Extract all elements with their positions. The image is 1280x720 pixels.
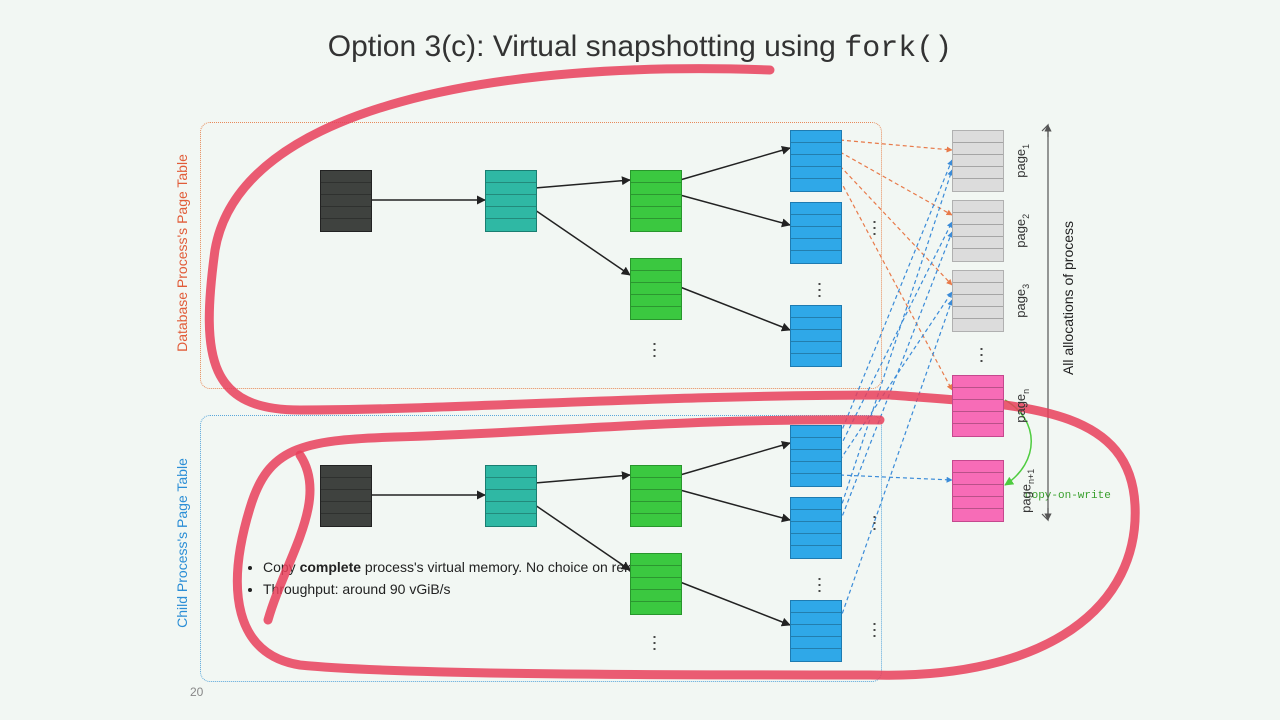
page-node <box>952 200 1004 262</box>
db-process-frame <box>200 122 882 389</box>
child-node <box>630 465 682 527</box>
page-label: page1 <box>1013 144 1031 178</box>
page-node <box>952 270 1004 332</box>
page-node <box>952 375 1004 437</box>
page-label: pagen <box>1013 389 1031 423</box>
ellipsis: ... <box>869 514 890 532</box>
page-label: pagen+1 <box>1018 469 1036 513</box>
ellipsis: ... <box>814 281 835 299</box>
db-node <box>630 170 682 232</box>
child-node <box>790 600 842 662</box>
title-code: fork() <box>844 32 952 66</box>
ellipsis: ... <box>649 341 670 359</box>
slide-title: Option 3(c): Virtual snapshotting using … <box>0 30 1280 66</box>
child-node <box>630 553 682 615</box>
title-text: Option 3(c): Virtual snapshotting using <box>328 30 844 63</box>
child-node <box>485 465 537 527</box>
child-node <box>790 497 842 559</box>
page-node <box>952 130 1004 192</box>
ellipsis: ... <box>976 346 997 364</box>
bullet-item: Copy complete process's virtual memory. … <box>263 559 676 575</box>
child-process-label: Child Process's Page Table <box>174 413 190 673</box>
child-node <box>790 425 842 487</box>
slide-number: 20 <box>190 685 203 699</box>
child-node <box>320 465 372 527</box>
db-node <box>320 170 372 232</box>
allocations-label: All allocations of process <box>1060 168 1076 428</box>
page-node <box>952 460 1004 522</box>
bullet-list: Copy complete process's virtual memory. … <box>245 559 676 603</box>
ellipsis: ... <box>814 576 835 594</box>
db-node <box>790 130 842 192</box>
ellipsis: ... <box>649 634 670 652</box>
ellipsis: ... <box>869 621 890 639</box>
db-node <box>790 305 842 367</box>
copy-on-write-label: copy-on-write <box>1025 490 1111 502</box>
db-process-label: Database Process's Page Table <box>174 123 190 383</box>
page-label: page3 <box>1013 284 1031 318</box>
db-node <box>790 202 842 264</box>
db-node <box>630 258 682 320</box>
ellipsis: ... <box>869 219 890 237</box>
bullet-item: Throughput: around 90 vGiB/s <box>263 581 676 597</box>
page-label: page2 <box>1013 214 1031 248</box>
db-node <box>485 170 537 232</box>
child-process-frame <box>200 415 882 682</box>
